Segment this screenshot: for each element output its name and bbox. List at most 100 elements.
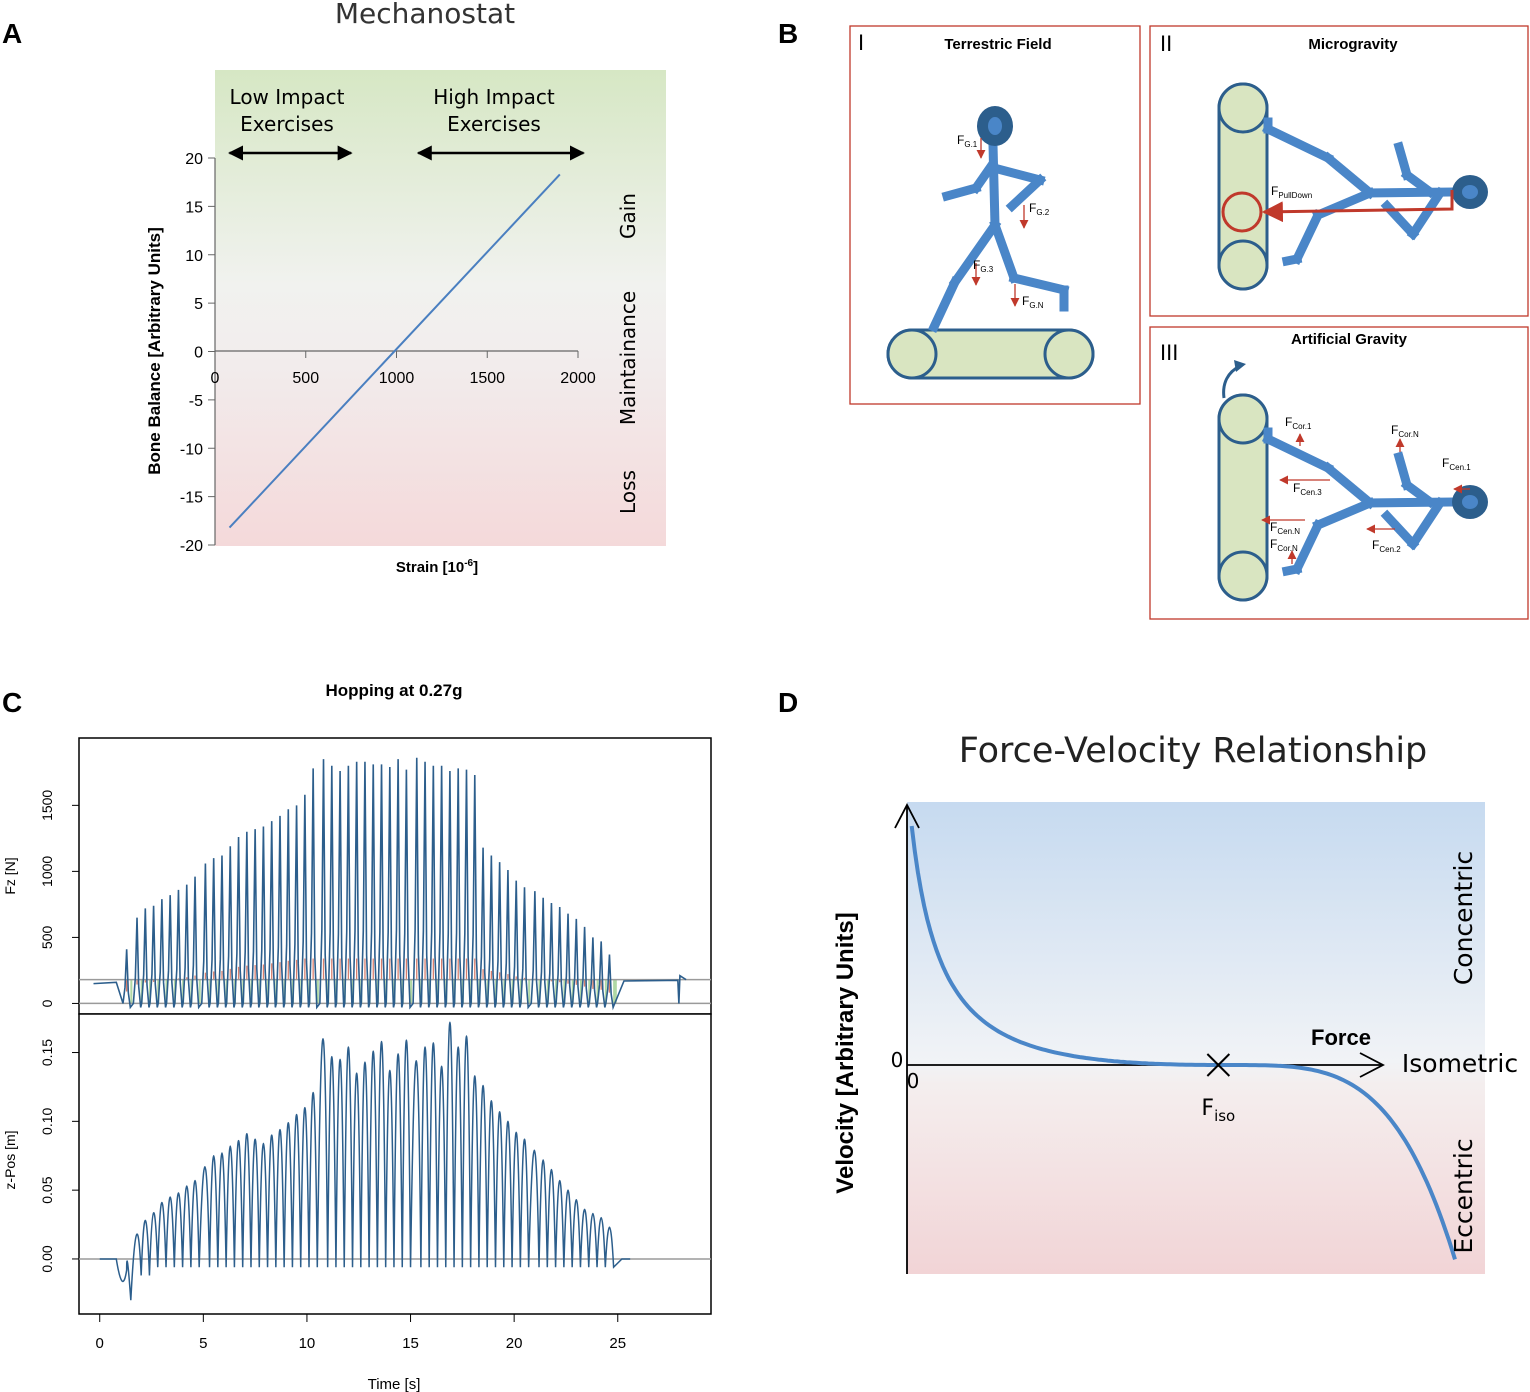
rotation-arrow-head: [1234, 360, 1246, 372]
floating-figure: [1261, 117, 1455, 267]
bone-balance-line: [228, 173, 561, 529]
zone-isometric-label: Isometric: [1402, 1049, 1518, 1078]
force-cen2-label: FCen.2: [1372, 538, 1401, 554]
subpanel-2-numeral: II: [1160, 31, 1172, 56]
chart-c-x-tick-label: 15: [402, 1335, 419, 1352]
chart-a-y-tick-label: -20: [180, 538, 203, 555]
chart-c-top-y-tick-label: 0: [39, 999, 55, 1007]
chart-d-zero-x: 0: [907, 1069, 920, 1093]
flight-phase-bar: [528, 979, 531, 1004]
high-impact-label-1: High Impact: [433, 85, 555, 109]
chart-c-x-tick-label: 25: [609, 1335, 626, 1352]
flight-phase-bar: [130, 979, 133, 1004]
high-impact-label-2: Exercises: [447, 112, 541, 136]
chart-c-top-y-label: Fz [N]: [2, 857, 18, 894]
panel-d-force-velocity: D Force-Velocity Relationship Fiso Force…: [778, 687, 1518, 1274]
chart-c-bottom-y-tick-label: 0.00: [39, 1245, 55, 1272]
force-gn-label: FG.N: [1022, 294, 1044, 310]
chart-c-title: Hopping at 0.27g: [326, 681, 463, 700]
flight-phase-bar: [604, 979, 607, 1004]
zone-eccentric-label: Eccentric: [1449, 1138, 1478, 1253]
zone-maintainance-label: Maintainance: [616, 291, 640, 425]
chart-c-x-label: Time [s]: [368, 1376, 421, 1392]
chart-a-y-tick-label: 20: [185, 151, 203, 168]
panel-a-mechanostat: A Mechanostat 20 15 10 5 0 -5 -10 -15 -20 0 500 10…: [2, 0, 666, 576]
subpanel-microgravity: II Microgravity FPullDown: [1149, 25, 1529, 317]
chart-a-background: [215, 70, 666, 546]
chart-d-x-arrowhead: [1359, 1052, 1385, 1078]
zone-concentric-label: Concentric: [1449, 851, 1478, 985]
panel-letter-a: A: [2, 18, 22, 49]
force-g2-label: FG.2: [1029, 201, 1050, 217]
chart-a-y-tick-label: 15: [185, 199, 203, 216]
force-cen1-label: FCen.1: [1442, 456, 1471, 472]
chart-c-bottom-y-tick-label: 0.10: [39, 1108, 55, 1135]
chart-a-x-tick-label: 1500: [469, 370, 505, 387]
fiso-label: Fiso: [1201, 1096, 1235, 1125]
chart-c-x-tick-label: 0: [96, 1335, 104, 1352]
chart-a-y-tick-label: 10: [185, 248, 203, 265]
chart-c-top-y-tick-label: 1500: [39, 790, 55, 821]
chart-a-x-tick-label: 2000: [560, 370, 596, 387]
treadmill-roller-right: [1043, 328, 1095, 380]
flight-phase-bar: [588, 979, 591, 1004]
chart-a-y-tick-label: -5: [189, 393, 203, 410]
panel-letter-b: B: [778, 18, 798, 49]
chart-c-x-tick-label: 10: [299, 1335, 316, 1352]
force-cor1-label: FCor.1: [1285, 415, 1312, 431]
zone-gain-label: Gain: [616, 193, 640, 239]
chart-d-x-label: Force: [1311, 1025, 1371, 1050]
subpanel-3-numeral: III: [1160, 340, 1178, 365]
chart-c-bottom-y-tick-label: 0.15: [39, 1039, 55, 1066]
panel-c-hopping: C Hopping at 0.27g 0 500 1000 1500 0.00 0.05…: [2, 681, 712, 1392]
pulldown-harness-ring: [1221, 191, 1263, 233]
flight-phase-bar: [596, 979, 599, 1004]
chart-d-title: Force-Velocity Relationship: [959, 731, 1428, 771]
flight-phase-bar: [316, 979, 319, 1004]
chart-a-y-label: Bone Balance [Arbitrary Units]: [145, 227, 164, 475]
force-pulldown-label: FPullDown: [1271, 184, 1312, 200]
subpanel-3-title: Artificial Gravity: [1291, 331, 1408, 348]
treadmill-roller-bottom: [1217, 239, 1269, 291]
chart-c-x-tick-label: 20: [506, 1335, 523, 1352]
force-g1-label: FG.1: [957, 133, 978, 149]
force-corn-upper-label: FCor.N: [1391, 423, 1419, 439]
subpanel-1-numeral: I: [858, 30, 864, 55]
low-impact-label-1: Low Impact: [230, 85, 345, 109]
panel-letter-d: D: [778, 687, 798, 718]
subpanel-2-title: Microgravity: [1308, 36, 1398, 53]
chart-a-y-tick-label: 0: [194, 345, 203, 362]
rotating-roller-top: [1217, 393, 1269, 445]
chart-d-y-arrowhead: [894, 803, 920, 829]
chart-a-y-tick-label: -10: [180, 441, 203, 458]
chart-a-y-tick-label: -15: [180, 490, 203, 507]
chart-d-background: [907, 802, 1485, 1274]
chart-c-top-y-tick-label: 1000: [39, 856, 55, 887]
gravity-force-arrows: [971, 138, 1029, 307]
subpanel-1-title: Terrestric Field: [944, 36, 1051, 53]
panel-letter-c: C: [2, 687, 22, 718]
force-corn-lower-label: FCor.N: [1270, 537, 1298, 553]
flight-phase-bar: [579, 979, 582, 1004]
flight-phase-bar: [198, 979, 201, 1004]
force-cen3-label: FCen.3: [1293, 481, 1322, 497]
flight-phase-bar: [140, 979, 143, 1004]
chart-a-x-tick-label: 1000: [379, 370, 415, 387]
subpanel-artificial-gravity: III Artificial Gravity: [1149, 326, 1529, 620]
position-z-series: [99, 1021, 631, 1301]
flight-phase-bar: [410, 979, 413, 1004]
chart-a-x-tick-label: 500: [292, 370, 319, 387]
subpanel-terrestric-field: I Terrestric Field: [849, 25, 1141, 405]
force-cenn-label: FCen.N: [1270, 520, 1300, 536]
chart-c-bottom-y-label: z-Pos [m]: [2, 1130, 18, 1189]
chart-a-x-label: Strain [10-6]: [396, 558, 478, 576]
floating-head-inner: [1462, 185, 1478, 199]
fiso-marker: [1206, 1053, 1231, 1077]
runner-head-inner: [988, 117, 1002, 135]
rotation-force-arrows: [1261, 433, 1470, 564]
chart-a-title: Mechanostat: [335, 0, 515, 30]
chart-c-top-y-tick-label: 500: [39, 926, 55, 950]
runner-figure: [928, 140, 1070, 333]
low-impact-label-2: Exercises: [240, 112, 334, 136]
